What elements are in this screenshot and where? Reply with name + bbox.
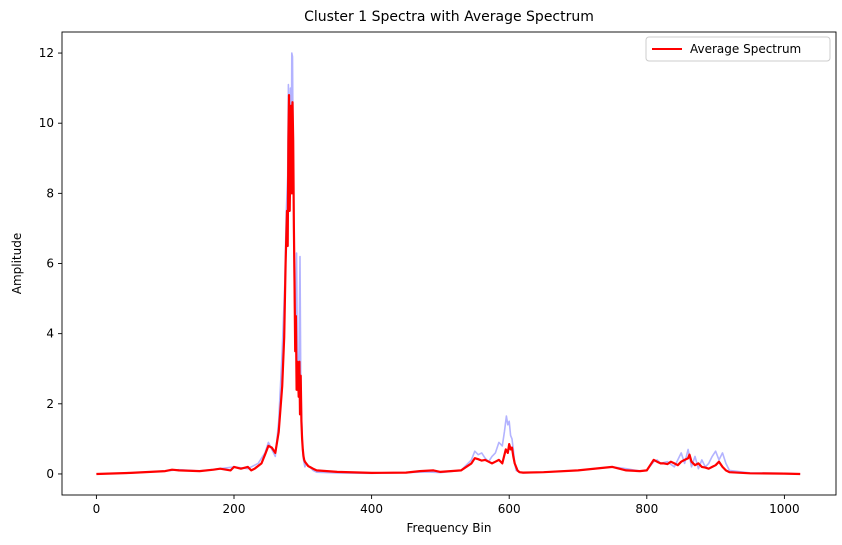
x-tick-label: 1000 (769, 502, 800, 516)
chart-title: Cluster 1 Spectra with Average Spectrum (304, 9, 594, 25)
x-axis: 0 200 400 600 800 1000 (93, 495, 800, 516)
y-tick-label: 12 (39, 46, 54, 60)
y-tick-label: 4 (46, 327, 54, 341)
y-tick-label: 2 (46, 397, 54, 411)
x-tick-label: 600 (498, 502, 521, 516)
y-tick-label: 0 (46, 467, 54, 481)
legend-box (645, 36, 831, 62)
y-axis-label: Amplitude (10, 233, 24, 295)
plot-area (62, 32, 836, 495)
legend: Average Spectrum (645, 36, 831, 62)
x-tick-label: 200 (223, 502, 246, 516)
y-axis: 0 2 4 6 8 10 12 (39, 46, 62, 481)
y-tick-label: 6 (46, 257, 54, 271)
x-tick-label: 800 (635, 502, 658, 516)
series-line-average (96, 93, 801, 476)
x-tick-label: 400 (360, 502, 383, 516)
x-tick-label: 0 (93, 502, 101, 516)
x-axis-label: Frequency Bin (407, 521, 492, 535)
y-tick-label: 8 (46, 186, 54, 200)
y-tick-label: 10 (39, 116, 54, 130)
series-layer (96, 52, 801, 476)
legend-label: Average Spectrum (690, 42, 801, 56)
